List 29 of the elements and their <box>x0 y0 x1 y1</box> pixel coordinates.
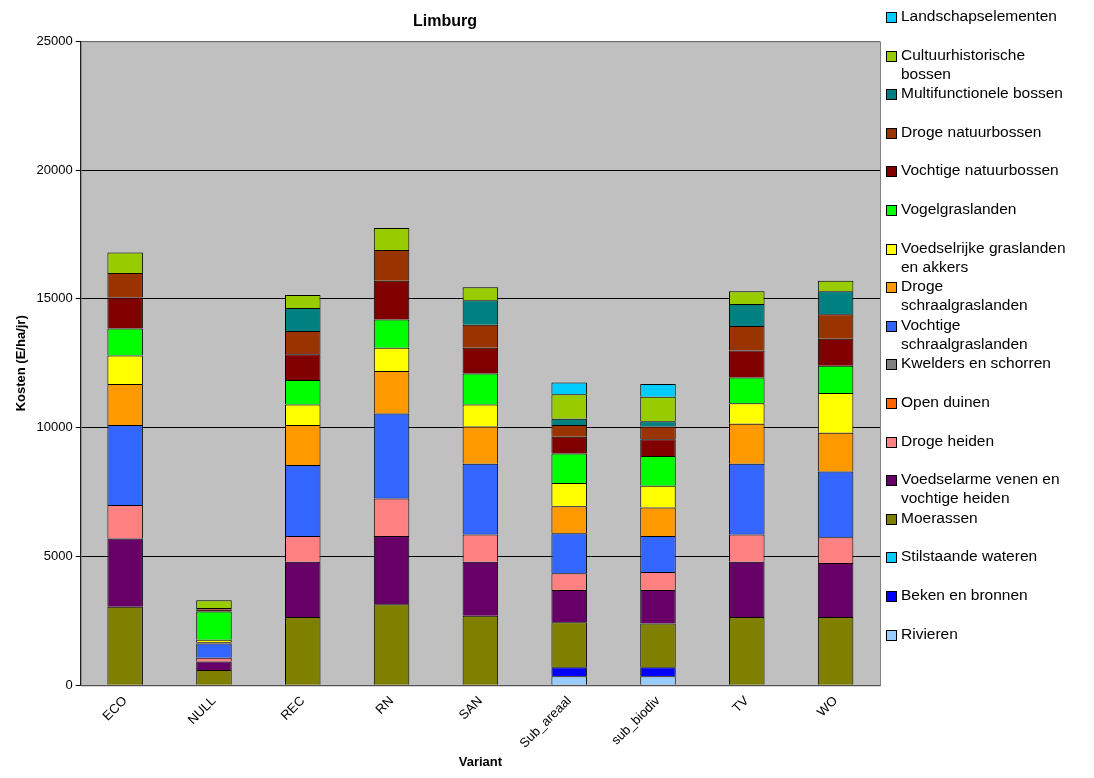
legend-label: Vochtige schraalgraslanden <box>901 314 1029 353</box>
legend-label: Open duinen <box>901 391 991 411</box>
x-tick-label: WO <box>813 692 841 720</box>
y-tick-label: 20000 <box>36 161 73 177</box>
legend-label: Multifunctionele bossen <box>901 83 1064 103</box>
legend-label: Beken en bronnen <box>901 584 1029 604</box>
chart-title: Limburg <box>413 12 477 30</box>
legend-label: Rivieren <box>901 623 959 643</box>
x-tick-label: RN <box>372 692 397 717</box>
legend-label: Moerassen <box>901 507 979 527</box>
legend-label: Kwelders en schorren <box>901 353 1052 373</box>
y-axis-title: Kosten (E/ha/jr) <box>13 315 29 412</box>
y-tick-label: 0 <box>65 676 73 692</box>
y-tick-label: 5000 <box>43 548 73 564</box>
legend-label: Voedselrijke graslanden en akkers <box>901 237 1067 276</box>
y-tick-label: 25000 <box>36 32 73 48</box>
y-tick-label: 15000 <box>36 290 73 306</box>
legend-label: Droge natuurbossen <box>901 121 1043 141</box>
x-tick-label: TV <box>729 692 752 716</box>
legend-label: Vogelgraslanden <box>901 198 1018 218</box>
y-tick-label: 10000 <box>36 419 73 435</box>
legend-label: Vochtige natuurbossen <box>901 160 1060 180</box>
legend-label: Droge heiden <box>901 430 996 450</box>
legend-label: Voedselarme venen en vochtige heiden <box>901 469 1061 508</box>
legend-label: Landschapselementen <box>901 6 1058 25</box>
legend-label: Cultuurhistorische bossen <box>901 44 1027 83</box>
legend-label: Stilstaande wateren <box>901 546 1039 566</box>
x-axis-title: Variant <box>458 753 503 769</box>
legend-label: Droge schraalgraslanden <box>901 276 1029 315</box>
